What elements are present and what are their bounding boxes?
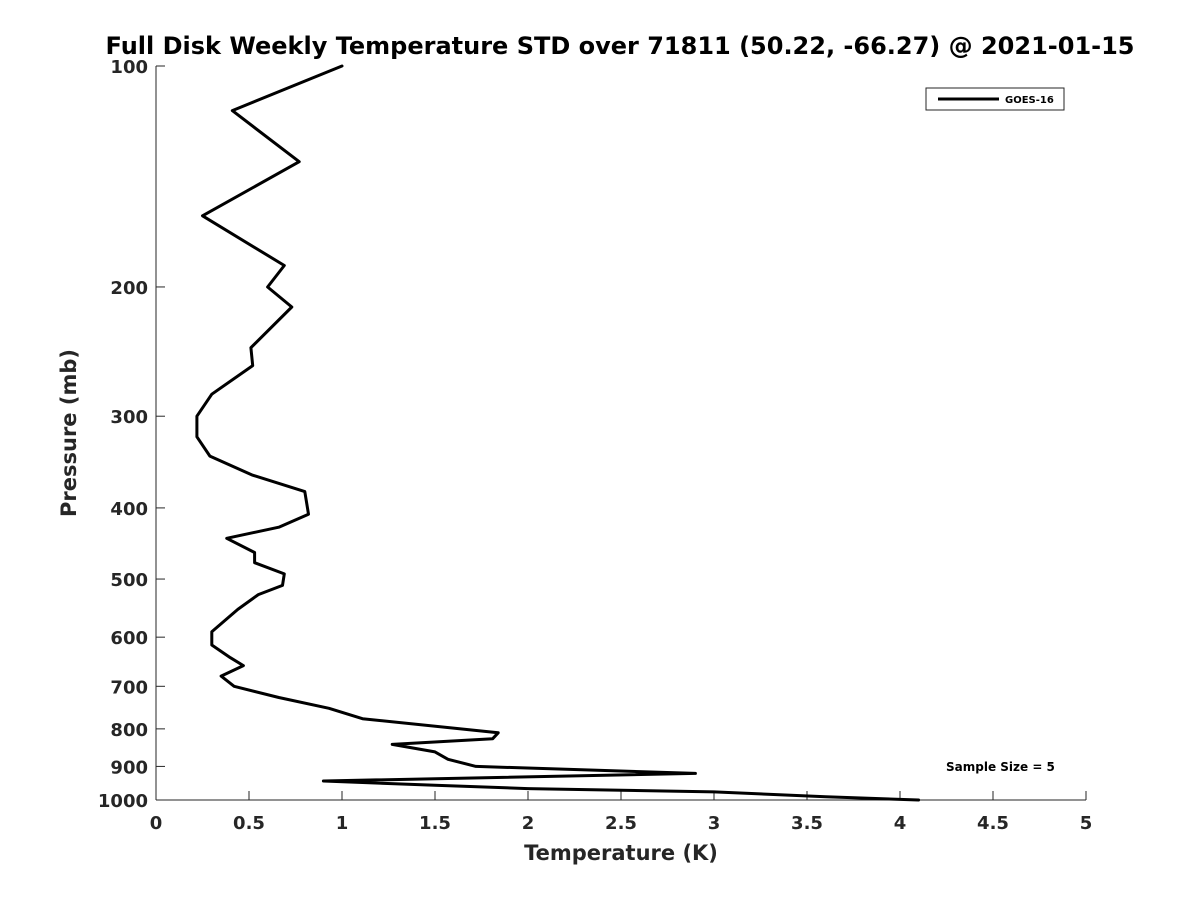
x-tick-label: 3: [708, 813, 721, 834]
y-tick-label: 900: [110, 757, 148, 778]
y-tick-label: 500: [110, 570, 148, 591]
sample-size-annotation: Sample Size = 5: [946, 760, 1055, 774]
legend: GOES-16: [925, 87, 1065, 111]
x-tick-label: 4.5: [977, 813, 1009, 834]
x-axis-label: Temperature (K): [524, 841, 718, 865]
y-ticks: 100 200 300 400 500 600 700 800 900 1000: [98, 57, 165, 812]
x-tick-label: 0.5: [233, 813, 265, 834]
x-tick-label: 0: [150, 813, 163, 834]
x-tick-label: 3.5: [791, 813, 823, 834]
y-tick-label: 200: [110, 278, 148, 299]
legend-entry-goes-16: GOES-16: [1005, 95, 1054, 106]
chart-title: Full Disk Weekly Temperature STD over 71…: [106, 32, 1135, 60]
y-tick-label: 1000: [98, 791, 148, 812]
x-tick-label: 4: [894, 813, 907, 834]
x-tick-label: 5: [1080, 813, 1093, 834]
x-tick-label: 1: [336, 813, 349, 834]
x-tick-label: 2: [522, 813, 535, 834]
y-tick-label: 100: [110, 57, 148, 78]
x-ticks: 0 0.5 1 1.5 2 2.5 3 3.5 4 4.5 5: [150, 791, 1093, 834]
y-tick-label: 800: [110, 720, 148, 741]
x-tick-label: 2.5: [605, 813, 637, 834]
y-axis-label: Pressure (mb): [57, 349, 81, 517]
x-tick-label: 1.5: [419, 813, 451, 834]
y-tick-label: 400: [110, 499, 148, 520]
y-tick-label: 600: [110, 628, 148, 649]
series-line-goes-16: [195, 64, 921, 802]
y-tick-label: 700: [110, 677, 148, 698]
y-tick-label: 300: [110, 407, 148, 428]
